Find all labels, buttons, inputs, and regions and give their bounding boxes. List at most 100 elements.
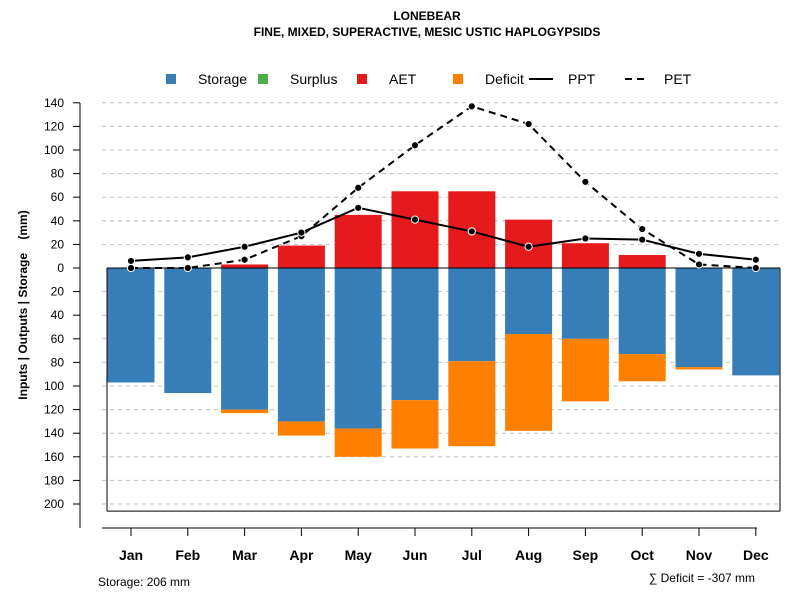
- deficit-bar: [391, 400, 439, 449]
- legend-ppt-label: PPT: [568, 71, 596, 87]
- pet-point: [638, 224, 647, 234]
- storage-bar: [334, 268, 382, 429]
- aet-bar: [391, 191, 439, 268]
- y-tick-label: 120: [44, 403, 64, 417]
- y-tick-label: 40: [51, 214, 65, 228]
- deficit-bar: [505, 334, 553, 431]
- ppt-point: [354, 203, 363, 212]
- aet-bar: [561, 243, 609, 268]
- legend: Storage Surplus AET Deficit PPT PET: [166, 71, 692, 87]
- x-tick-label: Aug: [515, 547, 542, 563]
- y-tick-label: 140: [44, 426, 64, 440]
- y-axis-ticks: 1401201008060402002040608010012014016018…: [44, 96, 80, 511]
- storage-bar: [618, 268, 666, 355]
- y-tick-label: 100: [44, 379, 64, 393]
- pet-point: [354, 183, 363, 192]
- deficit-note: ∑ Deficit = -307 mm: [649, 571, 755, 585]
- y-tick-label: 120: [44, 119, 64, 133]
- gridlines: [102, 102, 781, 512]
- ppt-point: [638, 235, 647, 244]
- x-tick-label: Dec: [743, 547, 769, 563]
- deficit-bar: [448, 361, 496, 447]
- storage-bar: [107, 268, 155, 383]
- legend-aet-swatch: [357, 74, 367, 84]
- aet-bar: [334, 214, 382, 268]
- pet-line: [131, 105, 756, 269]
- pet-point: [524, 119, 533, 129]
- ppt-point: [524, 242, 533, 251]
- storage-bar: [391, 268, 439, 401]
- storage-bar: [277, 268, 325, 422]
- deficit-bar: [277, 421, 325, 436]
- storage-note: Storage: 206 mm: [98, 575, 190, 589]
- legend-surplus-label: Surplus: [290, 71, 337, 87]
- x-tick-label: Jul: [462, 547, 482, 563]
- deficit-bar: [675, 367, 723, 370]
- deficit-bar: [334, 428, 382, 457]
- y-tick-label: 80: [51, 355, 65, 369]
- ppt-point: [183, 253, 192, 262]
- legend-deficit-swatch: [453, 74, 463, 84]
- x-tick-label: Mar: [232, 547, 257, 563]
- y-tick-label: 80: [51, 167, 65, 181]
- deficit-bar: [221, 409, 269, 414]
- x-tick-label: Nov: [686, 547, 713, 563]
- x-tick-label: May: [345, 547, 372, 563]
- y-axis-label: Inputs | Outputs | Storage (mm): [16, 210, 30, 399]
- y-tick-label: 140: [44, 96, 64, 110]
- storage-bar: [675, 268, 723, 368]
- pet-point: [581, 177, 590, 186]
- y-tick-label: 20: [51, 285, 65, 299]
- storage-bar: [732, 268, 780, 376]
- storage-bar: [448, 268, 496, 362]
- pet-point: [183, 263, 192, 273]
- ppt-point: [126, 256, 136, 266]
- y-tick-label: 60: [51, 332, 65, 346]
- y-tick-label: 20: [51, 237, 65, 251]
- x-tick-label: Sep: [573, 547, 599, 563]
- pet-point: [751, 263, 760, 273]
- chart-subtitle: FINE, MIXED, SUPERACTIVE, MESIC USTIC HA…: [254, 25, 601, 39]
- ppt-point: [297, 228, 306, 237]
- storage-bar: [505, 268, 553, 335]
- y-tick-label: 200: [44, 497, 64, 511]
- y-tick-label: 180: [44, 473, 64, 487]
- deficit-bar: [618, 354, 666, 382]
- x-tick-label: Apr: [289, 547, 314, 563]
- pet-point: [467, 102, 476, 111]
- storage-bar: [164, 268, 212, 394]
- y-tick-label: 0: [57, 261, 64, 275]
- pet-point: [240, 255, 249, 264]
- x-tick-label: Jan: [119, 547, 143, 563]
- aet-bar: [277, 245, 325, 268]
- chart-title: LONEBEAR: [393, 9, 461, 23]
- x-axis-ticks: Jan Feb Mar Apr May Jun Jul Aug Sep Oct Nov Dec: [119, 528, 769, 563]
- legend-storage-label: Storage: [198, 71, 247, 87]
- x-tick-label: Feb: [175, 547, 200, 563]
- ppt-point: [581, 234, 590, 243]
- pet-point: [694, 260, 704, 269]
- y-tick-label: 60: [51, 190, 65, 204]
- bars: [107, 191, 780, 457]
- legend-surplus-swatch: [258, 74, 268, 84]
- legend-aet-label: AET: [389, 71, 417, 87]
- ppt-point: [240, 242, 249, 251]
- ppt-point: [751, 255, 760, 264]
- ppt-point: [410, 215, 420, 224]
- ppt-point: [467, 227, 476, 236]
- y-tick-label: 160: [44, 450, 64, 464]
- y-tick-label: 100: [44, 143, 64, 157]
- legend-deficit-label: Deficit: [485, 71, 524, 87]
- legend-pet-label: PET: [664, 71, 692, 87]
- y-tick-label: 40: [51, 308, 65, 322]
- x-tick-label: Oct: [631, 547, 655, 563]
- pet-point: [410, 141, 420, 150]
- ppt-point: [694, 249, 704, 258]
- storage-bar: [561, 268, 609, 339]
- aet-bar: [618, 255, 666, 268]
- ppt-line: [130, 206, 756, 262]
- aet-bar: [221, 264, 269, 268]
- x-tick-label: Jun: [403, 547, 428, 563]
- legend-storage-swatch: [166, 74, 176, 84]
